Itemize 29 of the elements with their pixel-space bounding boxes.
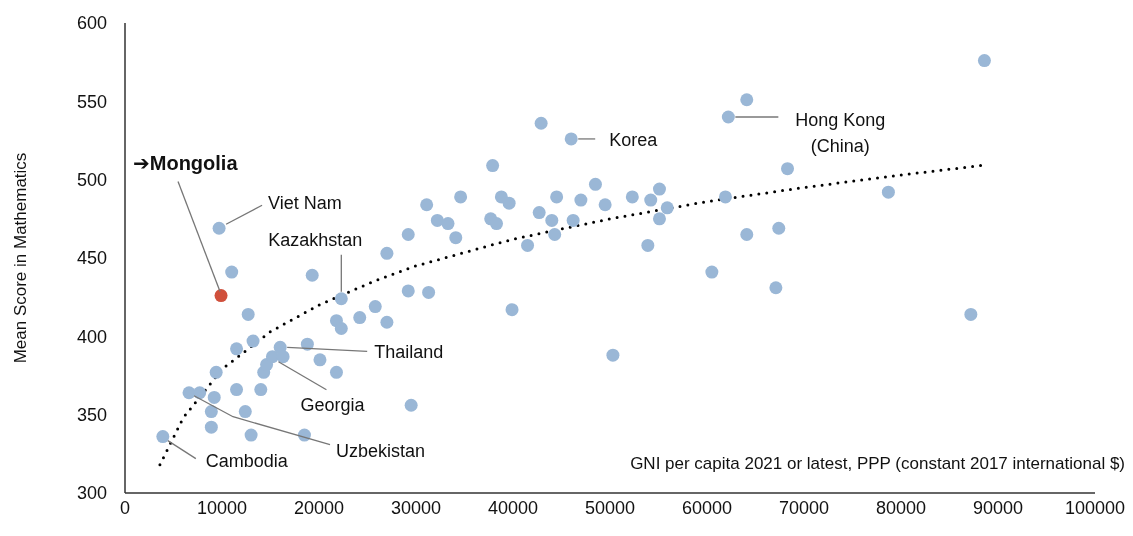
x-tick-label: 0	[119, 497, 131, 518]
x-tick-label: 50000	[584, 497, 636, 518]
annotation: Kazakhstan	[268, 229, 363, 250]
x-tick-label: 80000	[875, 497, 927, 518]
x-tick-label: 60000	[681, 497, 733, 518]
y-tick-label: 450	[76, 248, 107, 269]
y-tick-label: 300	[76, 483, 107, 504]
y-axis-title: Mean Score in Mathematics	[10, 152, 30, 364]
annotation: Uzbekistan	[336, 440, 426, 461]
annotation: Viet Nam	[268, 193, 342, 214]
annotation: Thailand	[374, 342, 444, 363]
x-tick-label: 20000	[293, 497, 345, 518]
x-tick-label: 30000	[390, 497, 442, 518]
x-tick-label: 70000	[778, 497, 830, 518]
x-tick-label: 10000	[196, 497, 248, 518]
y-tick-label: 550	[76, 91, 107, 112]
x-tick-label: 100000	[1064, 497, 1126, 518]
y-tick-label: 350	[76, 405, 107, 426]
x-axis-title: GNI per capita 2021 or latest, PPP (constant 2017 international $)	[630, 453, 1125, 473]
x-tick-label: 90000	[972, 497, 1024, 518]
y-tick-label: 500	[76, 170, 107, 191]
x-tick-label: 40000	[487, 497, 539, 518]
annotation: Korea	[609, 129, 659, 150]
annotation: ➔Mongolia	[133, 151, 239, 174]
annotation: Hong Kong (China)	[795, 110, 886, 156]
y-tick-label: 400	[76, 326, 107, 347]
y-tick-label: 600	[76, 13, 107, 34]
annotation: Georgia	[300, 394, 366, 415]
annotation: Cambodia	[205, 450, 289, 471]
